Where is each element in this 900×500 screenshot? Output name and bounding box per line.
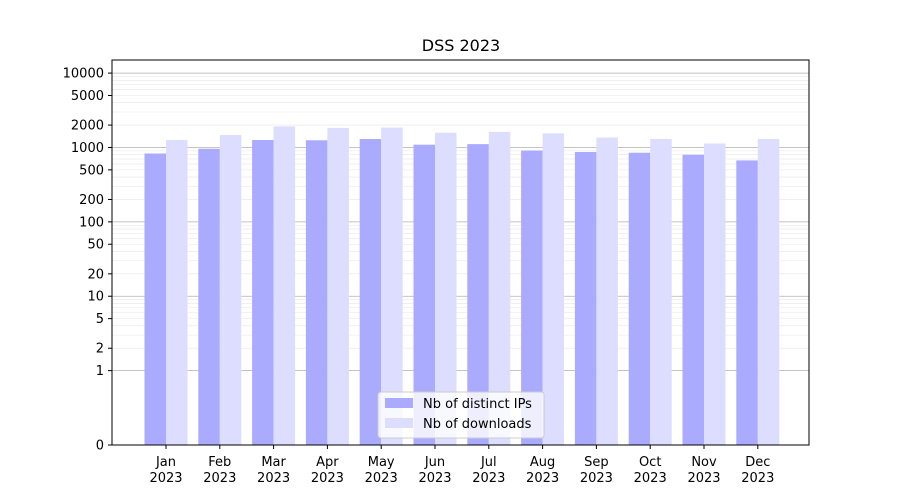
- bar-downloads: [273, 126, 296, 445]
- y-tick-label: 5000: [71, 89, 104, 104]
- x-tick-label: Jul 2023: [472, 455, 505, 486]
- y-tick-label: 0: [96, 439, 104, 454]
- y-tick-label: 10: [87, 290, 104, 305]
- bar-distinct-ips: [682, 154, 704, 445]
- bar-downloads: [327, 127, 349, 445]
- bar-downloads: [219, 135, 242, 445]
- bar-downloads: [488, 131, 511, 445]
- x-tick-label: Mar 2023: [257, 455, 290, 486]
- x-tick-label: Sep 2023: [580, 455, 613, 486]
- bar-distinct-ips: [198, 148, 220, 445]
- legend-label: Nb of distinct IPs: [423, 397, 532, 412]
- y-tick-label: 100: [79, 215, 104, 230]
- bar-distinct-ips: [736, 160, 758, 445]
- bar-downloads: [435, 132, 457, 445]
- y-tick-label: 10000: [63, 67, 104, 82]
- bar-downloads: [166, 140, 188, 446]
- bar-distinct-ips: [413, 144, 435, 445]
- bars: [144, 126, 780, 446]
- y-tick-label: 1: [96, 364, 104, 379]
- y-tick-label: 2: [96, 342, 104, 357]
- bar-distinct-ips: [521, 150, 543, 445]
- legend-swatch: [385, 398, 413, 408]
- bar-downloads: [596, 137, 618, 445]
- x-tick-label: Aug 2023: [526, 455, 559, 486]
- bar-distinct-ips: [574, 151, 597, 445]
- bar-distinct-ips: [305, 140, 328, 445]
- bar-downloads: [542, 133, 565, 446]
- x-axis: Jan 2023 Feb 2023 Mar 2023 Apr 2023 May 2023 Jun 20…: [149, 445, 774, 486]
- y-tick-label: 2000: [71, 119, 104, 134]
- y-tick-label: 1000: [71, 141, 104, 156]
- x-tick-label: Oct 2023: [634, 455, 667, 486]
- legend-label: Nb of downloads: [423, 417, 532, 432]
- bar-downloads: [381, 127, 403, 446]
- y-tick-label: 50: [87, 238, 104, 253]
- y-axis: 0 1 2 5 10 20 50 100 200 500 1000 2000 5000 10000: [63, 67, 112, 454]
- y-tick-label: 200: [79, 193, 104, 208]
- bar-downloads: [704, 143, 726, 445]
- bar-downloads: [757, 139, 780, 445]
- x-tick-label: May 2023: [365, 455, 398, 486]
- chart-title: DSS 2023: [422, 36, 500, 55]
- bar-distinct-ips: [467, 144, 489, 445]
- x-tick-label: Dec 2023: [741, 455, 774, 486]
- x-tick-label: Jan 2023: [149, 455, 182, 486]
- legend-swatch: [385, 418, 413, 428]
- x-tick-label: Jun 2023: [418, 455, 451, 486]
- plot-frame: [111, 59, 810, 446]
- bar-distinct-ips: [144, 153, 166, 446]
- legend: Nb of distinct IPs Nb of downloads: [377, 391, 545, 439]
- bar-distinct-ips: [252, 140, 274, 446]
- bar-distinct-ips: [628, 152, 651, 446]
- bar-distinct-ips: [359, 139, 382, 445]
- bar-downloads: [650, 139, 672, 445]
- legend-box: [377, 391, 545, 439]
- y-tick-label: 5: [96, 312, 104, 327]
- x-tick-label: Apr 2023: [311, 455, 344, 486]
- y-tick-label: 500: [79, 163, 104, 178]
- x-tick-label: Feb 2023: [203, 455, 236, 486]
- y-tick-label: 20: [87, 267, 104, 282]
- x-tick-label: Nov 2023: [687, 455, 720, 486]
